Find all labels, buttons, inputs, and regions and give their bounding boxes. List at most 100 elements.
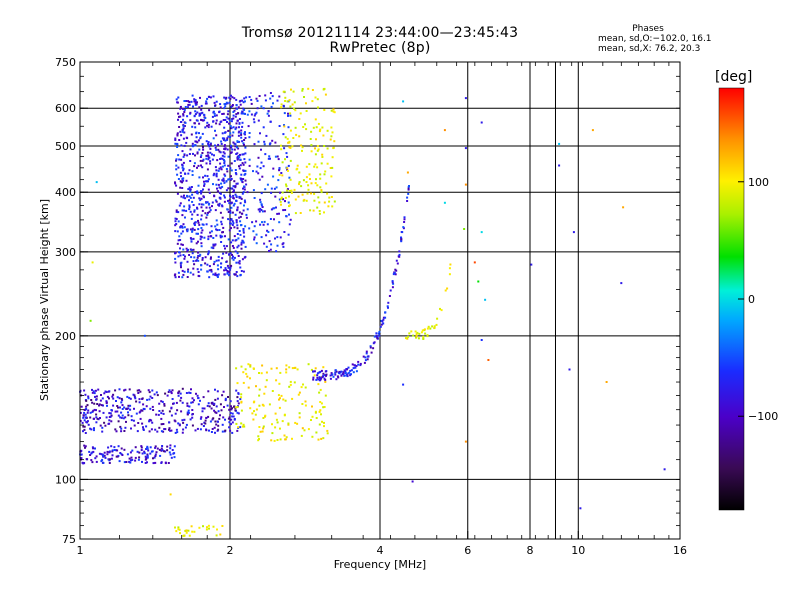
echo-point: [449, 263, 452, 266]
echo-point: [133, 396, 136, 398]
echo-point: [160, 400, 163, 403]
echo-point: [156, 447, 159, 450]
echo-point: [232, 255, 234, 258]
echo-point: [217, 190, 219, 193]
echo-point: [106, 404, 108, 407]
echo-point: [284, 196, 287, 199]
echo-point: [170, 392, 173, 395]
echo-point: [179, 105, 182, 108]
echo-point: [433, 327, 436, 330]
echo-point: [180, 410, 183, 413]
echo-point: [435, 323, 438, 326]
echo-point: [302, 383, 304, 386]
echo-point: [253, 114, 256, 117]
echo-point: [215, 122, 218, 125]
echo-point: [225, 96, 228, 99]
echo-point: [84, 446, 86, 449]
echo-point: [133, 407, 135, 410]
echo-point: [251, 412, 254, 415]
echo-point: [203, 184, 206, 187]
echo-point: [143, 452, 146, 455]
echo-point: [138, 456, 141, 459]
echo-point: [308, 163, 311, 166]
echo-point: [95, 181, 98, 184]
echo-point: [200, 218, 203, 221]
echo-point: [194, 103, 197, 106]
echo-point: [125, 461, 128, 463]
echo-point: [175, 184, 178, 187]
echo-point: [299, 112, 302, 115]
echo-point: [174, 261, 177, 264]
echo-point: [322, 406, 325, 409]
echo-point: [325, 373, 328, 376]
echo-point: [217, 424, 220, 427]
echo-point: [283, 124, 285, 127]
echo-point: [232, 111, 235, 113]
echo-point: [289, 218, 292, 221]
echo-point: [298, 171, 301, 174]
echo-point: [196, 268, 199, 271]
echo-point: [240, 133, 243, 136]
echo-point: [235, 173, 238, 176]
echo-point: [222, 119, 225, 121]
echo-point: [289, 129, 292, 132]
echo-point: [272, 102, 274, 105]
echo-point: [203, 196, 205, 199]
echo-point: [177, 178, 180, 180]
echo-point: [320, 369, 323, 372]
echo-point: [267, 231, 270, 233]
echo-point: [214, 129, 216, 132]
echo-point: [278, 406, 281, 409]
echo-point: [233, 405, 236, 408]
echo-point: [236, 382, 239, 385]
echo-point: [118, 388, 121, 391]
echo-point: [235, 271, 238, 273]
echo-point: [275, 379, 278, 382]
echo-point: [129, 451, 132, 454]
echo-point: [306, 192, 309, 195]
echo-point: [87, 397, 90, 400]
echo-point: [224, 147, 227, 150]
echo-point: [268, 403, 271, 406]
echo-point: [179, 399, 182, 402]
echo-point: [228, 253, 230, 256]
echo-point: [209, 147, 212, 150]
echo-point: [175, 168, 178, 171]
echo-point: [195, 242, 198, 245]
echo-point: [243, 425, 246, 428]
echo-point: [143, 450, 146, 453]
echo-point: [402, 100, 405, 103]
echo-point: [323, 145, 326, 147]
echo-point: [238, 118, 241, 120]
echo-point: [112, 397, 115, 400]
echo-point: [464, 440, 467, 443]
echo-point: [223, 126, 226, 129]
echo-point: [182, 113, 185, 116]
echo-point: [213, 260, 216, 263]
echo-point: [283, 434, 286, 437]
echo-point: [375, 334, 378, 337]
phase-stats-o: mean, sd,O:−102.0, 16.1: [598, 34, 712, 44]
echo-point: [252, 170, 254, 173]
echo-point: [281, 191, 284, 194]
echo-point: [241, 99, 244, 102]
echo-point: [278, 212, 280, 215]
echo-point: [166, 449, 169, 452]
echo-point: [151, 397, 154, 399]
echo-point: [239, 215, 242, 218]
echo-point: [219, 403, 222, 406]
echo-point: [240, 401, 243, 404]
x-tick-label: 2: [227, 544, 234, 557]
echo-point: [231, 96, 234, 99]
echo-point: [230, 127, 233, 130]
echo-point: [231, 245, 234, 247]
echo-point: [464, 183, 467, 186]
echo-point: [175, 210, 178, 213]
echo-point: [216, 528, 218, 531]
echo-point: [211, 115, 214, 118]
echo-point: [195, 392, 197, 395]
echo-point: [219, 187, 222, 190]
echo-point: [94, 447, 96, 450]
echo-point: [80, 453, 83, 456]
echo-point: [228, 101, 231, 104]
